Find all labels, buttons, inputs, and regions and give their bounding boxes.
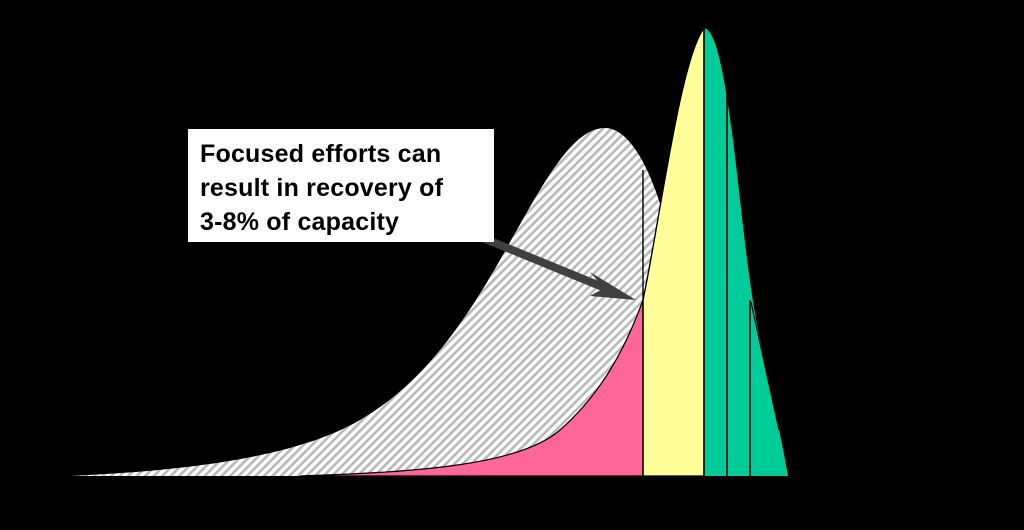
green-edge-line [750, 301, 780, 431]
current-distribution-area [70, 128, 662, 476]
green-region [704, 28, 788, 476]
callout-line-2: result in recovery of [200, 174, 444, 202]
pink-region [299, 299, 644, 477]
improved-curve-outline [642, 27, 731, 301]
callout-line-1: Focused efforts can [200, 140, 442, 168]
callout-box: Focused efforts can result in recovery o… [188, 129, 494, 242]
callout-line-3: 3-8% of capacity [200, 208, 400, 236]
